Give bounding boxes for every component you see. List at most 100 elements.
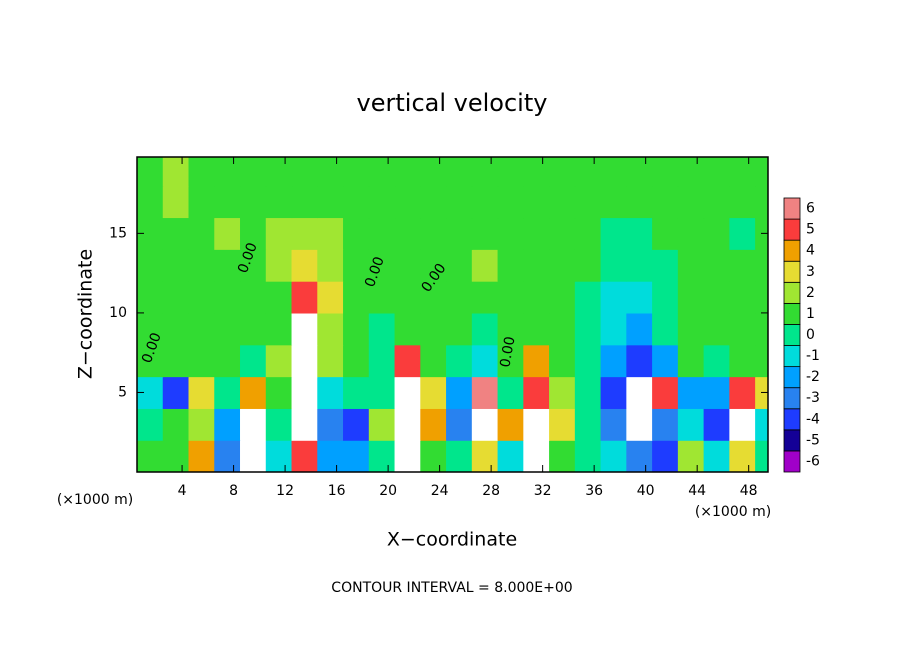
- cell: [394, 376, 421, 409]
- cell: [600, 157, 627, 187]
- cell: [317, 185, 344, 219]
- cell: [137, 408, 164, 441]
- cell: [317, 440, 344, 472]
- y-tick-label: 15: [109, 225, 127, 241]
- cell: [394, 157, 421, 187]
- x-tick-label: 16: [328, 483, 346, 499]
- cell: [446, 408, 473, 441]
- x-tick-label: 24: [431, 483, 449, 499]
- cell: [703, 440, 730, 472]
- cell: [188, 249, 215, 282]
- cell: [729, 344, 756, 378]
- cell: [137, 344, 164, 378]
- cell: [523, 281, 550, 314]
- cell: [549, 185, 576, 219]
- cell: [652, 408, 679, 441]
- cell: [626, 376, 653, 409]
- cell: [549, 344, 576, 378]
- cell: [214, 408, 241, 441]
- cell: [188, 440, 215, 472]
- cell: [729, 440, 756, 472]
- cell: [394, 408, 421, 441]
- cell: [420, 157, 447, 187]
- cell: [394, 249, 421, 282]
- cell: [446, 217, 473, 250]
- cell: [446, 249, 473, 282]
- colorbar-swatch: [783, 197, 801, 220]
- cell: [574, 281, 602, 314]
- cell: [188, 376, 215, 409]
- x-tick-label: 20: [379, 483, 397, 499]
- cell: [729, 157, 756, 187]
- cell: [652, 312, 679, 346]
- cell: [137, 157, 164, 187]
- cell: [626, 312, 653, 346]
- cell: [574, 344, 602, 378]
- cell: [265, 408, 293, 441]
- cell: [446, 440, 473, 472]
- colorbar-label: 3: [806, 264, 815, 280]
- cell: [137, 281, 164, 314]
- cell: [729, 249, 756, 282]
- cell: [394, 281, 421, 314]
- colorbar-label: 0: [806, 327, 815, 343]
- cell: [523, 185, 550, 219]
- cell: [626, 217, 653, 250]
- cell: [420, 376, 447, 409]
- colorbar-swatch: [783, 450, 801, 473]
- x-axis-label: X−coordinate: [387, 529, 517, 551]
- cell: [188, 312, 215, 346]
- cell: [755, 344, 768, 378]
- cell: [291, 344, 318, 378]
- cell: [162, 440, 190, 472]
- cell: [677, 440, 705, 472]
- cell: [291, 185, 318, 219]
- cell: [368, 344, 396, 378]
- cell: [240, 440, 267, 472]
- cell: [214, 344, 241, 378]
- cell: [703, 217, 730, 250]
- cell: [240, 344, 267, 378]
- cell: [755, 281, 768, 314]
- colorbar-label: 6: [806, 201, 815, 217]
- cell: [214, 376, 241, 409]
- cell: [523, 157, 550, 187]
- cell: [652, 344, 679, 378]
- cell: [574, 312, 602, 346]
- cell: [343, 185, 370, 219]
- colorbar-label: 1: [806, 306, 815, 322]
- cell: [703, 281, 730, 314]
- cell: [420, 312, 447, 346]
- cell: [523, 249, 550, 282]
- cell: [162, 312, 190, 346]
- cell: [600, 281, 627, 314]
- cell: [497, 217, 524, 250]
- cell: [291, 281, 318, 314]
- cell: [729, 217, 756, 250]
- cell: [497, 249, 524, 282]
- colorbar-label: 4: [806, 243, 815, 259]
- colorbar-swatch: [783, 281, 801, 304]
- cell: [471, 312, 499, 346]
- cell: [755, 157, 768, 187]
- cell: [368, 312, 396, 346]
- cell: [446, 185, 473, 219]
- cell: [652, 376, 679, 409]
- cell: [729, 281, 756, 314]
- cell: [574, 440, 602, 472]
- colorbar-label: -4: [806, 411, 820, 427]
- cell: [703, 312, 730, 346]
- cell: [677, 217, 705, 250]
- cell: [574, 217, 602, 250]
- cell: [317, 312, 344, 346]
- cell: [497, 281, 524, 314]
- cell: [291, 408, 318, 441]
- cell: [368, 185, 396, 219]
- colorbar-label: -3: [806, 390, 820, 406]
- cell: [317, 376, 344, 409]
- colorbar-label: 2: [806, 285, 815, 301]
- cell: [368, 217, 396, 250]
- cell: [343, 249, 370, 282]
- cell: [265, 281, 293, 314]
- cell: [317, 217, 344, 250]
